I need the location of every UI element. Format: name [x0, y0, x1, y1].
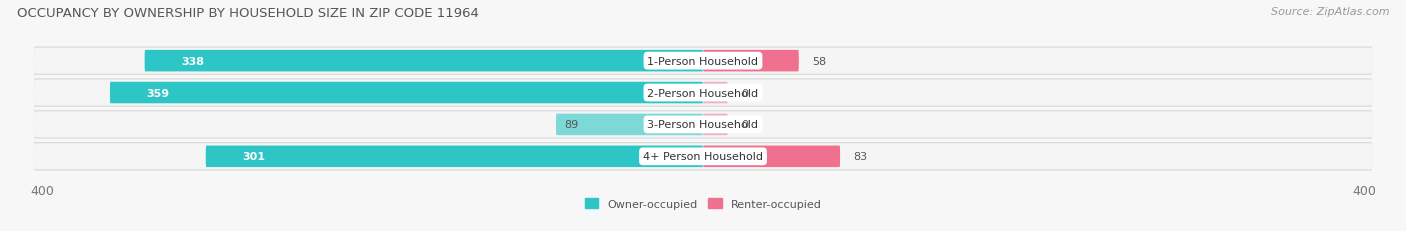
Text: 0: 0	[741, 88, 748, 98]
FancyBboxPatch shape	[110, 82, 703, 104]
Text: 3-Person Household: 3-Person Household	[648, 120, 758, 130]
FancyBboxPatch shape	[34, 143, 1372, 171]
Text: 301: 301	[242, 152, 266, 162]
FancyBboxPatch shape	[205, 146, 703, 167]
FancyBboxPatch shape	[34, 79, 1372, 107]
Text: 1-Person Household: 1-Person Household	[648, 56, 758, 66]
Text: OCCUPANCY BY OWNERSHIP BY HOUSEHOLD SIZE IN ZIP CODE 11964: OCCUPANCY BY OWNERSHIP BY HOUSEHOLD SIZE…	[17, 7, 479, 20]
Text: 359: 359	[146, 88, 169, 98]
Text: 58: 58	[813, 56, 827, 66]
FancyBboxPatch shape	[145, 51, 703, 72]
Text: Source: ZipAtlas.com: Source: ZipAtlas.com	[1271, 7, 1389, 17]
Text: 2-Person Household: 2-Person Household	[647, 88, 759, 98]
FancyBboxPatch shape	[703, 51, 799, 72]
Text: 83: 83	[853, 152, 868, 162]
FancyBboxPatch shape	[703, 146, 841, 167]
Text: 0: 0	[741, 120, 748, 130]
FancyBboxPatch shape	[34, 112, 1372, 138]
Text: 89: 89	[564, 120, 578, 130]
FancyBboxPatch shape	[555, 114, 703, 136]
FancyBboxPatch shape	[34, 111, 1372, 139]
FancyBboxPatch shape	[34, 48, 1372, 74]
Text: 338: 338	[181, 56, 204, 66]
FancyBboxPatch shape	[34, 80, 1372, 106]
FancyBboxPatch shape	[703, 82, 728, 104]
FancyBboxPatch shape	[703, 114, 728, 136]
FancyBboxPatch shape	[34, 144, 1372, 170]
FancyBboxPatch shape	[34, 47, 1372, 75]
Legend: Owner-occupied, Renter-occupied: Owner-occupied, Renter-occupied	[581, 194, 825, 213]
Text: 4+ Person Household: 4+ Person Household	[643, 152, 763, 162]
